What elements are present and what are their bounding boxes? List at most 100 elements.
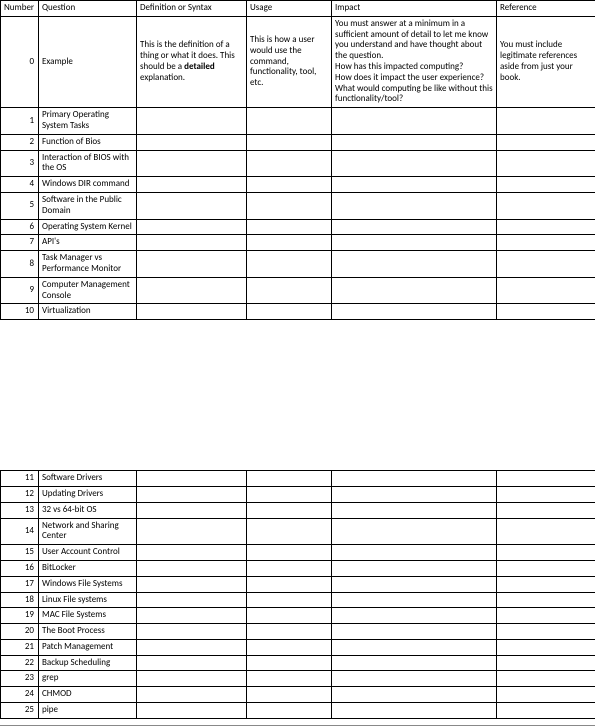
table-row: 8Task Manager vs Performance Monitor (1, 251, 595, 278)
empty-cell (137, 150, 247, 177)
row-question: Software Drivers (39, 471, 137, 487)
row-number: 4 (1, 177, 39, 193)
table-row: 18Linux File systems (1, 592, 595, 608)
empty-cell (497, 703, 595, 719)
empty-cell (497, 502, 595, 518)
empty-cell (137, 277, 247, 304)
empty-cell (247, 502, 332, 518)
row-number: 21 (1, 639, 39, 655)
row-question: Windows DIR command (39, 177, 137, 193)
empty-cell (247, 150, 332, 177)
example-row: 0 Example This is the definition of a th… (1, 16, 595, 107)
example-impact: You must answer at a minimum in a suffic… (332, 16, 497, 107)
empty-cell (247, 545, 332, 561)
empty-cell (497, 560, 595, 576)
col-header-impact: Impact (332, 1, 497, 17)
empty-cell (497, 518, 595, 545)
row-number: 2 (1, 134, 39, 150)
empty-cell (137, 134, 247, 150)
empty-cell (247, 277, 332, 304)
empty-cell (332, 560, 497, 576)
row-question: Function of Bios (39, 134, 137, 150)
empty-cell (137, 177, 247, 193)
row-number: 10 (1, 304, 39, 320)
empty-cell (332, 624, 497, 640)
table-section-2: 11Software Drivers12Updating Drivers1332… (0, 470, 595, 726)
empty-cell (332, 251, 497, 278)
row-question: Software in the Public Domain (39, 192, 137, 219)
empty-cell (497, 655, 595, 671)
col-header-question: Question (39, 1, 137, 17)
empty-cell (332, 703, 497, 719)
empty-cell (332, 639, 497, 655)
empty-cell (137, 192, 247, 219)
empty-cell (497, 108, 595, 135)
col-header-reference: Reference (497, 1, 595, 17)
assignment-table-part1: Number Question Definition or Syntax Usa… (0, 0, 595, 320)
row-question: BitLocker (39, 560, 137, 576)
row-number: 6 (1, 219, 39, 235)
empty-cell (497, 608, 595, 624)
empty-cell (497, 251, 595, 278)
table-row: 3Interaction of BIOS with the OS (1, 150, 595, 177)
empty-cell (137, 560, 247, 576)
empty-cell (247, 703, 332, 719)
table-row: 19MAC File Systems (1, 608, 595, 624)
row-question: 32 vs 64-bit OS (39, 502, 137, 518)
empty-cell (247, 655, 332, 671)
empty-cell (137, 576, 247, 592)
empty-cell (247, 576, 332, 592)
row-number: 20 (1, 624, 39, 640)
table-row: 17Windows File Systems (1, 576, 595, 592)
table-row: 1332 vs 64-bit OS (1, 502, 595, 518)
table-row: 23grep (1, 671, 595, 687)
empty-cell (497, 687, 595, 703)
empty-cell (332, 471, 497, 487)
empty-cell (247, 192, 332, 219)
row-number: 24 (1, 687, 39, 703)
empty-cell (137, 545, 247, 561)
row-question: Operating System Kernel (39, 219, 137, 235)
empty-cell (497, 576, 595, 592)
row-number: 9 (1, 277, 39, 304)
empty-cell (247, 219, 332, 235)
example-reference: You must include legitimate references a… (497, 16, 595, 107)
row-number: 19 (1, 608, 39, 624)
empty-cell (332, 235, 497, 251)
empty-cell (332, 486, 497, 502)
table-row: 24CHMOD (1, 687, 595, 703)
empty-cell (497, 545, 595, 561)
empty-cell (497, 192, 595, 219)
row-question: Virtualization (39, 304, 137, 320)
empty-cell (497, 177, 595, 193)
empty-cell (332, 277, 497, 304)
empty-cell (247, 518, 332, 545)
row-question: Task Manager vs Performance Monitor (39, 251, 137, 278)
empty-cell (137, 235, 247, 251)
empty-cell (137, 592, 247, 608)
table-row: 7API's (1, 235, 595, 251)
row-number: 12 (1, 486, 39, 502)
empty-cell (247, 608, 332, 624)
table-row: 21Patch Management (1, 639, 595, 655)
row-number: 14 (1, 518, 39, 545)
row-number: 17 (1, 576, 39, 592)
row-question: Interaction of BIOS with the OS (39, 150, 137, 177)
example-usage: This is how a user would use the command… (247, 16, 332, 107)
empty-cell (137, 108, 247, 135)
table-row: 1Primary Operating System Tasks (1, 108, 595, 135)
table-row: 20The Boot Process (1, 624, 595, 640)
row-question: API's (39, 235, 137, 251)
table-row: 11Software Drivers (1, 471, 595, 487)
empty-cell (332, 192, 497, 219)
empty-cell (332, 304, 497, 320)
table-row: 4Windows DIR command (1, 177, 595, 193)
row-number: 1 (1, 108, 39, 135)
empty-cell (332, 108, 497, 135)
row-question: Computer Management Console (39, 277, 137, 304)
row-question: Network and Sharing Center (39, 518, 137, 545)
table-row: 6Operating System Kernel (1, 219, 595, 235)
empty-cell (497, 277, 595, 304)
example-question: Example (39, 16, 137, 107)
row-number: 5 (1, 192, 39, 219)
